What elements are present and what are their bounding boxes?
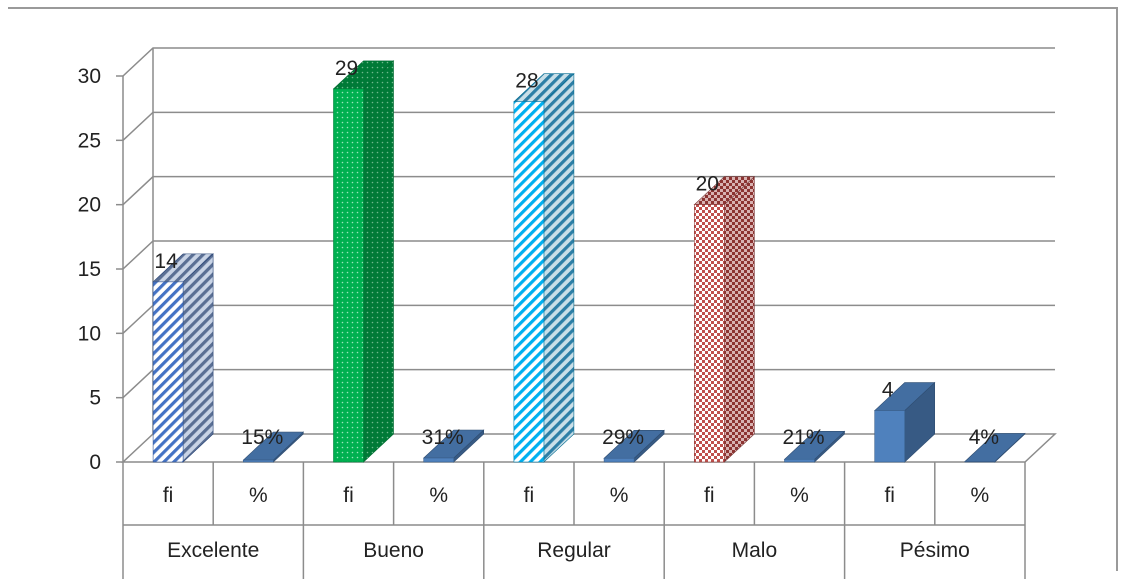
gridline [122, 304, 1055, 334]
bar-pésimo-pct [964, 432, 1026, 463]
bar-side-face [723, 175, 755, 463]
bar-front-face [243, 459, 274, 463]
y-tick-label: 20 [78, 194, 101, 217]
x-category-label: Malo [732, 539, 778, 562]
bars [152, 60, 1026, 463]
data-label: 28 [515, 70, 538, 93]
y-tick-label: 15 [78, 258, 101, 281]
data-label: 31% [422, 426, 464, 449]
x-sub-tick-label: % [610, 484, 629, 507]
data-labels: 14 15% 29 31% 28 29% 20 21% 4 4% [154, 57, 999, 449]
x-sub-tick-label: % [790, 484, 809, 507]
x-sub-tick-label: fi [884, 484, 895, 507]
bar-front-face [152, 281, 184, 463]
x-category-label: Excelente [167, 539, 259, 562]
x-sub-tick-label: fi [524, 484, 535, 507]
bar-bueno-fi [332, 60, 395, 463]
gridline [122, 111, 1055, 141]
x-category-label: Regular [537, 539, 611, 562]
bar-front-face [693, 204, 725, 463]
bar-front-face [423, 457, 455, 463]
data-label: 29% [602, 426, 644, 449]
bar-malo-pct [783, 430, 846, 463]
y-tick-label: 10 [78, 322, 101, 345]
y-tick-label: 0 [89, 451, 101, 474]
x-sub-tick-label: % [429, 484, 448, 507]
data-label: 14 [154, 250, 178, 273]
bar-side-face [182, 253, 214, 463]
bar-front-face [333, 88, 364, 463]
chart-frame [8, 7, 1118, 571]
bar-excelente-fi [152, 253, 214, 463]
bar-front-face [964, 461, 996, 463]
data-label: 20 [696, 173, 719, 196]
y-axis: 0 5 10 15 20 25 30 [78, 65, 123, 474]
x-sub-tick-label: fi [704, 484, 715, 507]
x-sub-tick-label: fi [163, 484, 174, 507]
bar-front-face [784, 458, 815, 463]
x-sub-tick-label: % [249, 484, 268, 507]
x-sub-tick-label: fi [343, 484, 354, 507]
data-label: 4 [882, 379, 894, 402]
data-label: 15% [241, 426, 283, 449]
gridline [122, 240, 1055, 270]
x-category-label: Bueno [363, 539, 424, 562]
gridlines [122, 47, 1055, 399]
bar-pésimo-fi [873, 381, 936, 463]
bar-regular-pct [603, 429, 665, 463]
bar-side-face [543, 73, 575, 463]
bar-front-face [513, 101, 545, 463]
bar-bueno-pct [422, 429, 485, 463]
bar-excelente-pct [242, 431, 305, 463]
bar-front-face [603, 457, 635, 463]
y-tick-label: 30 [78, 65, 101, 88]
x-category-label: Pésimo [900, 539, 970, 562]
data-label: 4% [969, 426, 999, 449]
data-label: 21% [782, 426, 824, 449]
data-label: 29 [335, 57, 358, 80]
y-tick-label: 25 [78, 129, 101, 152]
bar-regular-fi [513, 73, 575, 463]
x-axis: fi % Excelente fi % Bueno fi % Regular fi % Malo fi%… [122, 462, 1026, 579]
bar-malo-fi [693, 175, 756, 463]
gridline [122, 175, 1055, 206]
y-tick-label: 5 [89, 387, 101, 410]
bar-side-face [363, 60, 394, 463]
gridline [122, 47, 1055, 77]
bar-front-face [874, 410, 906, 463]
x-sub-tick-label: % [971, 484, 990, 507]
